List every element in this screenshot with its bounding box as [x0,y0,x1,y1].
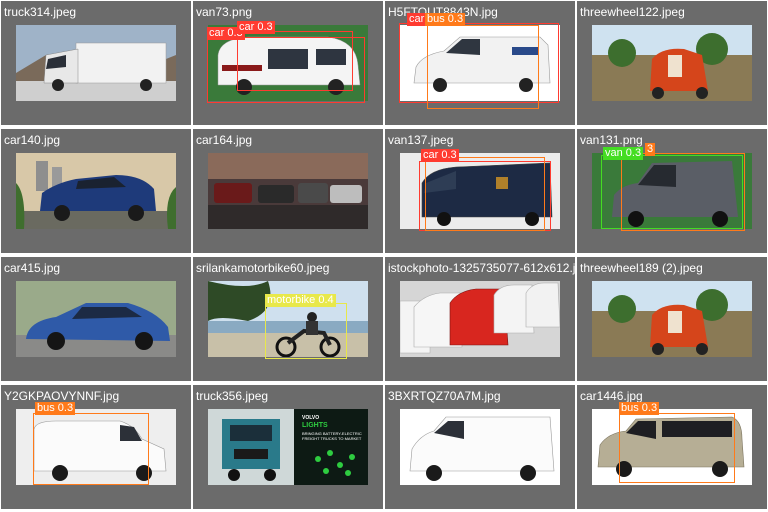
tile-filename: van137.jpeg [388,133,454,147]
grid-tile[interactable]: Y2GKPAOVYNNF.jpg bus 0.3 [1,385,191,509]
grid-tile[interactable]: car140.jpg [1,129,191,253]
ad-brand: VOLVO [302,415,320,421]
van-fleet-photo [400,281,560,357]
grid-tile[interactable]: van131.png van 0.3 3 [577,129,767,253]
detection-label: car 0.3 [207,27,245,40]
detection-label: 3 [645,143,656,156]
tile-filename: car1446.jpg [580,389,643,403]
tile-filename: truck314.jpeg [4,5,77,19]
tile-filename: Y2GKPAOVYNNF.jpg [4,389,120,403]
electric-truck-ad-photo: VOLVO LIGHTS BRINGING BATTERY-ELECTRIC F… [208,409,368,485]
grid-tile[interactable]: car415.jpg [1,257,191,381]
detection-label: bus 0.3 [619,402,660,415]
truck-photo [16,25,176,101]
detection-label: bus 0.3 [425,13,466,26]
grid-tile[interactable]: srilankamotorbike60.jpeg motorbike 0.4 [193,257,383,381]
grid-tile[interactable]: 3BXRTQZ70A7M.jpg [385,385,575,509]
tile-filename: car140.jpg [4,133,61,147]
grid-tile[interactable]: van73.png car 0.3 car 0.3 [193,1,383,125]
tuk-tuk-photo [592,281,752,357]
grid-tile[interactable]: threewheel122.jpeg [577,1,767,125]
detection-label: bus 0.3 [35,402,76,415]
tile-filename: van73.png [196,5,253,19]
grid-tile[interactable]: truck356.jpeg VOLVO LIGHTS BRINGING BATT… [193,385,383,509]
suv-lineup-photo [208,153,368,229]
detection-label: car 0.3 [237,21,275,34]
tile-filename: truck356.jpeg [196,389,269,403]
grid-tile[interactable]: istockphoto-1325735077-612x612.jpg [385,257,575,381]
cargo-van-photo [400,409,560,485]
grid-tile[interactable]: threewheel189 (2).jpeg [577,257,767,381]
sprinter-van-photo [592,153,752,229]
motorbike-photo [208,281,368,357]
tile-filename: 3BXRTQZ70A7M.jpg [388,389,501,403]
grid-tile[interactable]: car1446.jpg bus 0.3 [577,385,767,509]
tile-filename: threewheel122.jpeg [580,5,685,19]
detection-label: van 0.3 [603,147,644,160]
grid-tile[interactable]: truck314.jpeg [1,1,191,125]
tile-filename: threewheel189 (2).jpeg [580,261,703,275]
blue-sedan-photo [16,281,176,357]
tile-filename: srilankamotorbike60.jpeg [196,261,330,275]
blue-suv-photo [16,153,176,229]
ad-tagline: BRINGING BATTERY-ELECTRIC FREIGHT TRUCKS… [302,431,362,441]
grid-tile[interactable]: van137.jpeg car 0.3 [385,129,575,253]
delivery-van-photo [400,153,560,229]
tile-filename: car164.jpg [196,133,253,147]
ad-headline: LIGHTS [302,422,328,429]
passenger-van-photo [592,409,752,485]
white-minivan-photo [16,409,176,485]
detection-label: car 0.3 [421,149,459,162]
grid-tile[interactable]: car164.jpg [193,129,383,253]
grid-tile[interactable]: H5FTOUT8843N.jpg car bus 0.3 [385,1,575,125]
tile-filename: van131.png [580,133,643,147]
tile-filename: istockphoto-1325735077-612x612.jpg [388,261,575,275]
detection-label: motorbike 0.4 [265,294,336,307]
tile-filename: car415.jpg [4,261,61,275]
tuk-tuk-photo [592,25,752,101]
white-van-photo [400,25,560,101]
detection-label: car [407,13,427,26]
